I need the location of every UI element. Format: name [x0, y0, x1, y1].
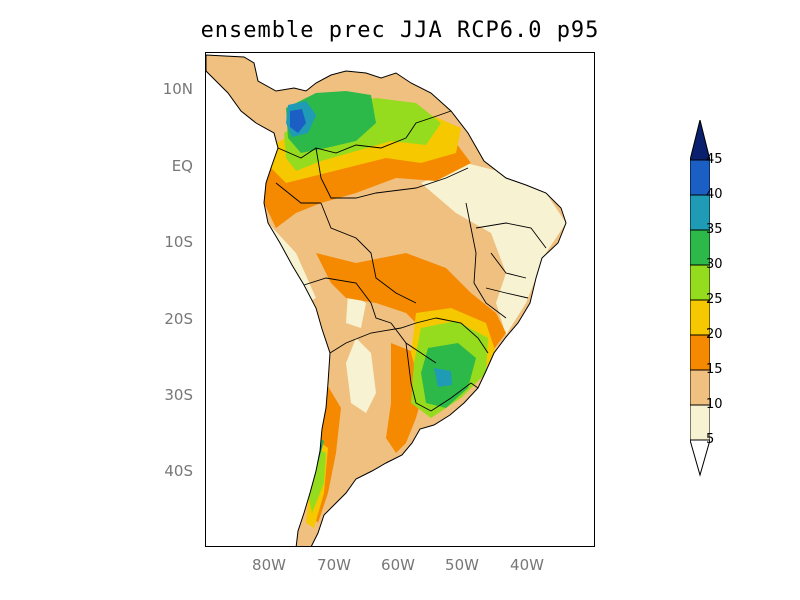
lat-label-20s: 20S: [164, 310, 193, 328]
contour-cream-east-brazil: [421, 163, 566, 335]
contour-cream-chile: [346, 338, 376, 413]
lat-label-10s: 10S: [164, 233, 193, 251]
country-borders: [275, 110, 547, 412]
lon-label-40w: 40W: [510, 556, 544, 574]
colorbar-label-20: 20: [706, 327, 723, 342]
colorbar-label-10: 10: [706, 397, 723, 412]
contour-teal-south: [434, 368, 452, 387]
colorbar-under-triangle: [690, 439, 710, 477]
lat-label-10n: 10N: [162, 80, 193, 98]
map-frame: [205, 52, 595, 547]
colorbar-label-5: 5: [706, 432, 715, 447]
colorbar-label-15: 15: [706, 362, 723, 377]
lat-label-40s: 40S: [164, 462, 193, 480]
colorbar-label-30: 30: [706, 257, 723, 272]
colorbar: [690, 120, 710, 477]
colorbar-label-45: 45: [706, 152, 723, 167]
precipitation-map: [206, 54, 567, 546]
colorbar-label-40: 40: [706, 187, 723, 202]
lon-label-60w: 60W: [381, 556, 415, 574]
lat-label-eq: EQ: [171, 157, 193, 175]
lon-label-70w: 70W: [317, 556, 351, 574]
lon-label-80w: 80W: [252, 556, 286, 574]
colorbar-label-35: 35: [706, 222, 723, 237]
coastline: [206, 54, 567, 546]
lon-label-50w: 50W: [445, 556, 479, 574]
map-title: ensemble prec JJA RCP6.0 p95: [200, 18, 600, 43]
colorbar-label-25: 25: [706, 292, 723, 307]
lat-label-30s: 30S: [164, 386, 193, 404]
contour-blue-north: [290, 109, 306, 133]
contour-cream-andes: [346, 293, 366, 328]
